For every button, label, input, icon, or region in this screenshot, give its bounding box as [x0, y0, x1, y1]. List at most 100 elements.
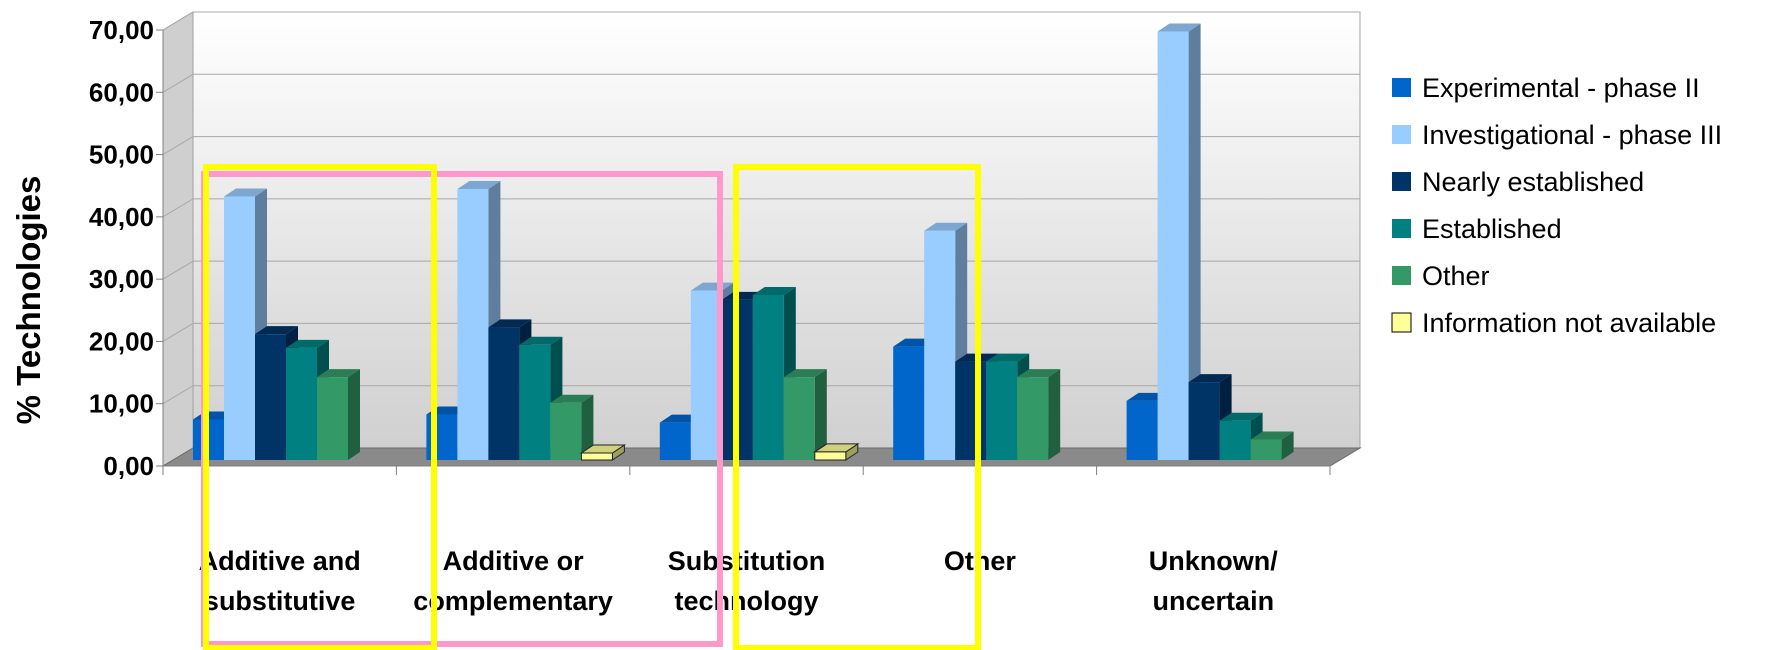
legend-swatch: [1392, 125, 1411, 144]
bar-front: [814, 451, 847, 461]
bar-side: [1281, 431, 1294, 460]
x-category-line: Substitution: [668, 546, 825, 576]
bar: [1157, 23, 1201, 461]
legend-label: Investigational - phase III: [1422, 120, 1722, 150]
bar-top: [224, 188, 267, 197]
legend-swatch: [1392, 266, 1411, 285]
bar: [1017, 369, 1061, 460]
y-axis-label: % Technologies: [10, 176, 47, 425]
y-tick-label: 60,00: [89, 77, 154, 107]
x-category-line: uncertain: [1153, 586, 1275, 616]
bar-front: [457, 189, 489, 461]
legend-swatch: [1392, 172, 1411, 191]
bar-front: [1126, 400, 1158, 460]
bar-front: [1219, 420, 1251, 460]
bar-front: [224, 196, 255, 460]
bar-top: [317, 369, 360, 378]
bar-front: [1017, 377, 1049, 460]
y-tick-label: 40,00: [89, 202, 154, 232]
bar-front: [752, 294, 784, 460]
y-tick-label: 30,00: [89, 264, 154, 294]
x-category-line: complementary: [413, 586, 613, 616]
bar-front: [550, 402, 582, 460]
x-category-label: Additive and substitutive: [199, 546, 361, 616]
gridlines: [162, 11, 1360, 405]
bar: [286, 339, 329, 460]
bar-top: [986, 353, 1030, 362]
y-tick-label: 10,00: [89, 389, 154, 419]
bar-side: [348, 369, 360, 460]
bar-front: [924, 230, 956, 460]
bar-front: [1188, 382, 1220, 460]
bar-front: [317, 377, 348, 460]
bar-top: [924, 222, 968, 231]
bar: [550, 394, 594, 460]
bar-front: [783, 377, 815, 460]
bar-top: [1017, 369, 1061, 378]
bars: [193, 23, 1294, 461]
gridline: [162, 136, 1360, 156]
bar-front: [519, 344, 551, 460]
bar-top: [550, 394, 594, 403]
legend-swatch: [1392, 219, 1411, 238]
bar: [783, 369, 827, 460]
bar-front: [255, 334, 286, 460]
bar-top: [783, 369, 827, 378]
bar-side: [581, 394, 594, 460]
y-axis-ticks: 0,00 10,00 20,00 30,00 40,00 50,00 60,00 70,00: [89, 15, 164, 481]
x-category-line: substitutive: [204, 586, 356, 616]
bar-front: [893, 346, 925, 460]
bar-front: [488, 327, 520, 460]
bar-side: [814, 369, 827, 460]
bar-top: [1157, 23, 1201, 32]
y-tick-label: 70,00: [89, 15, 154, 45]
bar-top: [752, 286, 796, 295]
bar: [1250, 431, 1294, 460]
x-category-line: Unknown/: [1149, 546, 1278, 576]
y-tick-label: 20,00: [89, 326, 154, 356]
gridline: [162, 198, 1360, 218]
bar: [579, 444, 627, 461]
legend-swatch: [1391, 312, 1412, 333]
bar-top: [457, 181, 501, 190]
bar-top: [1188, 374, 1232, 383]
x-category-label: Unknown/uncertain: [1149, 546, 1278, 616]
gridline: [162, 11, 1360, 31]
bar-top: [1250, 431, 1294, 440]
x-category-line: technology: [674, 586, 818, 616]
bar-front: [1157, 31, 1189, 461]
x-category-label: Substitution technology: [668, 546, 825, 616]
bar-front: [286, 347, 317, 460]
bar-side: [1188, 23, 1201, 461]
x-category-label: Additive or complementary: [413, 546, 613, 616]
bar-side: [1048, 369, 1061, 460]
side-wall: [162, 11, 194, 467]
bar-top: [255, 326, 298, 335]
bar-top: [1219, 412, 1263, 421]
legend-label: Experimental - phase II: [1422, 73, 1700, 103]
bar-front: [1250, 439, 1282, 460]
x-category-line: Additive or: [443, 546, 585, 576]
x-axis-categories: Additive and substitutive Additive or compl…: [162, 465, 1331, 616]
bar-top: [286, 339, 329, 348]
highlight-box: [733, 164, 981, 650]
legend-label: Nearly established: [1422, 167, 1644, 197]
legend-label: Other: [1422, 261, 1490, 291]
highlight-boxes: [201, 164, 981, 650]
legend-box: [1380, 62, 1773, 342]
bar: [317, 369, 360, 460]
legend-swatch: [1392, 78, 1411, 97]
y-tick-label: 0,00: [103, 451, 154, 481]
bar-front: [690, 290, 722, 460]
y-tick-label: 50,00: [89, 140, 154, 170]
highlight-box: [203, 164, 437, 650]
x-category-line: Additive and: [199, 546, 361, 576]
bar-front: [580, 452, 613, 461]
gridline: [162, 322, 1360, 342]
legend-label: Established: [1422, 214, 1562, 244]
bar-top: [690, 282, 734, 291]
bar-front: [955, 361, 987, 460]
bar-top: [519, 336, 563, 345]
legend-label: Information not available: [1422, 308, 1716, 338]
